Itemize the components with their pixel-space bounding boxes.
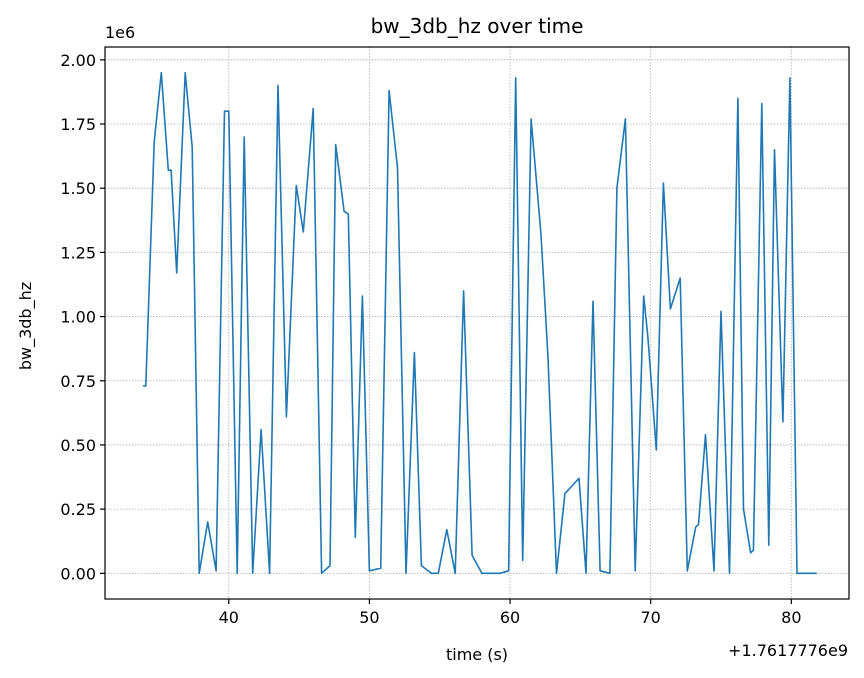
y-tick-label: 1.25 (60, 243, 96, 262)
x-tick-label: 80 (781, 608, 801, 627)
x-tick-label: 60 (500, 608, 520, 627)
y-tick-label: 2.00 (60, 51, 96, 70)
x-tick-label: 50 (359, 608, 379, 627)
y-tick-label: 0.25 (60, 500, 96, 519)
y-tick-label: 0.00 (60, 564, 96, 583)
series-layer (143, 71, 817, 575)
y-tick-label: 1.00 (60, 308, 96, 327)
x-tick-label: 70 (641, 608, 661, 627)
plot-frame (104, 46, 850, 600)
y-tick-label: 0.50 (60, 436, 96, 455)
chart-title: bw_3db_hz over time (371, 14, 584, 38)
y-tick-label: 1.75 (60, 115, 96, 134)
y-axis-label: bw_3db_hz (16, 282, 36, 370)
series-line (143, 71, 817, 575)
tick-layer: 40 50 60 70 80 0.00 0.25 0.50 0.75 1.00 1.25 1.50 1.… (60, 51, 801, 627)
x-axis-label: time (s) (446, 645, 508, 664)
y-scale-label: 1e6 (105, 23, 135, 42)
x-offset-label: +1.7617776e9 (728, 641, 848, 660)
x-tick-label: 40 (219, 608, 239, 627)
y-tick-label: 1.50 (60, 179, 96, 198)
y-tick-label: 0.75 (60, 372, 96, 391)
